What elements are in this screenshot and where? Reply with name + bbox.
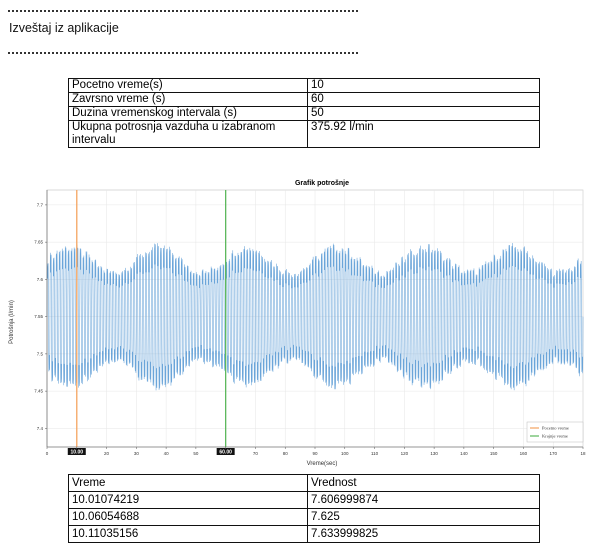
x-tick-label: 80 bbox=[283, 451, 289, 456]
x-tick-label: 18 bbox=[580, 451, 586, 456]
y-tick-label: 7.6 bbox=[37, 277, 44, 282]
table-row: 10.06054688 7.625 bbox=[68, 508, 540, 526]
y-tick-label: 7.4 bbox=[37, 426, 44, 431]
cell-value: 7.606999874 bbox=[307, 491, 540, 509]
summary-row: Pocetno vreme(s) 10 bbox=[68, 78, 540, 93]
consumption-series-line bbox=[46, 243, 584, 391]
x-tick-label: 150 bbox=[490, 451, 498, 456]
column-header-value: Vrednost bbox=[307, 474, 540, 492]
chart-x-axis-label: Vreme(sec) bbox=[307, 461, 338, 467]
top-divider bbox=[8, 10, 358, 12]
x-tick-label: 130 bbox=[430, 451, 438, 456]
cell-time: 10.11035156 bbox=[68, 525, 308, 543]
interval-marker-badge-label: 60.00 bbox=[219, 450, 232, 456]
summary-key: Pocetno vreme(s) bbox=[68, 78, 308, 93]
interval-marker-badge-label: 10.00 bbox=[71, 450, 84, 456]
chart-markers: 10.00 60.00 bbox=[67, 190, 235, 456]
chart-y-axis-label: Potrošnja (l/min) bbox=[9, 300, 15, 344]
x-tick-label: 20 bbox=[104, 451, 110, 456]
summary-row: Duzina vremenskog intervala (s) 50 bbox=[68, 106, 540, 121]
y-tick-label: 7.5 bbox=[37, 351, 44, 356]
y-tick-label: 7.7 bbox=[37, 202, 44, 207]
table-row: 10.11035156 7.633999825 bbox=[68, 525, 540, 543]
summary-table: Pocetno vreme(s) 10 Zavrsno vreme (s) 60… bbox=[68, 78, 540, 148]
x-tick-label: 40 bbox=[164, 451, 170, 456]
legend-box bbox=[526, 421, 584, 443]
summary-key: Duzina vremenskog intervala (s) bbox=[68, 106, 308, 121]
consumption-chart: 10.00 60.00 0 20 30 40 50 70 80 90 100 110 120 130 14… bbox=[9, 180, 586, 467]
cell-value: 7.633999825 bbox=[307, 525, 540, 543]
x-tick-label: 110 bbox=[371, 451, 379, 456]
values-header-row: Vreme Vrednost bbox=[68, 474, 540, 492]
x-tick-label: 70 bbox=[253, 451, 259, 456]
x-tick-label: 170 bbox=[549, 451, 557, 456]
summary-key: Zavrsno vreme (s) bbox=[68, 92, 308, 107]
x-tick-label: 120 bbox=[401, 451, 409, 456]
cell-value: 7.625 bbox=[307, 508, 540, 526]
chart-title: Grafik potrošnje bbox=[295, 180, 349, 187]
values-table: Vreme Vrednost 10.01074219 7.606999874 1… bbox=[68, 474, 540, 543]
chart-series bbox=[46, 243, 584, 391]
x-tick-label: 30 bbox=[134, 451, 140, 456]
summary-row: Zavrsno vreme (s) 60 bbox=[68, 92, 540, 107]
x-tick-label: 160 bbox=[520, 451, 528, 456]
legend-label: Pocetno vreme bbox=[542, 426, 569, 431]
x-tick-label: 90 bbox=[312, 451, 318, 456]
summary-value: 50 bbox=[307, 106, 540, 121]
x-tick-label: 0 bbox=[46, 451, 49, 456]
column-header-time: Vreme bbox=[68, 474, 308, 492]
y-tick-label: 7.65 bbox=[34, 240, 43, 245]
table-row: 10.01074219 7.606999874 bbox=[68, 491, 540, 509]
summary-value: 375.92 l/min bbox=[307, 120, 540, 148]
interval-marker-badge bbox=[67, 448, 86, 455]
cell-time: 10.06054688 bbox=[68, 508, 308, 526]
summary-value: 10 bbox=[307, 78, 540, 93]
x-tick-label: 140 bbox=[460, 451, 468, 456]
cell-time: 10.01074219 bbox=[68, 491, 308, 509]
heading-divider bbox=[8, 52, 358, 54]
report-heading: Izveštaj iz aplikacije bbox=[9, 21, 119, 35]
summary-row: Ukupna potrosnja vazduha u izabranom int… bbox=[68, 120, 540, 148]
x-tick-label: 50 bbox=[193, 451, 199, 456]
summary-key: Ukupna potrosnja vazduha u izabranom int… bbox=[68, 120, 308, 148]
legend-label: Krajnje vreme bbox=[542, 434, 568, 439]
chart-axes: 0 20 30 40 50 70 80 90 100 110 120 130 140 150 160 170 1… bbox=[34, 190, 586, 456]
y-tick-label: 7.45 bbox=[34, 389, 43, 394]
summary-value: 60 bbox=[307, 92, 540, 107]
x-tick-label: 100 bbox=[341, 451, 349, 456]
y-tick-label: 7.55 bbox=[34, 314, 43, 319]
chart-legend: Pocetno vreme Krajnje vreme bbox=[526, 421, 584, 443]
interval-marker-badge bbox=[216, 448, 235, 455]
